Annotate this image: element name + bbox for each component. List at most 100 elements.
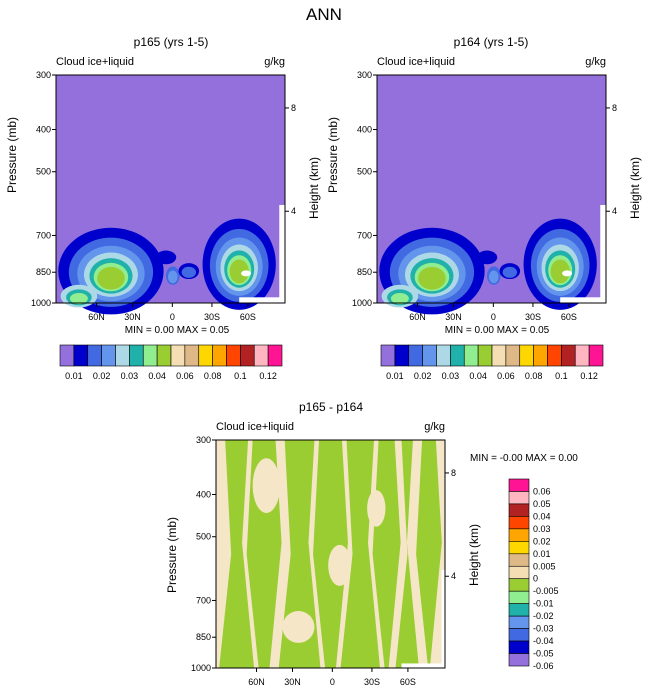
y-axis-right-label: Height (km) — [628, 157, 642, 219]
colorbar-box — [253, 344, 269, 367]
terrain-mask — [560, 297, 606, 303]
terrain-mask — [401, 663, 445, 668]
plot-frame — [376, 74, 607, 304]
colorbar-box — [508, 578, 530, 592]
y-right-tick-label: 8 — [612, 103, 617, 113]
contour-tropic-a — [155, 250, 177, 265]
left-subtitle: Cloud ice+liquid — [377, 56, 455, 68]
contour-tropic-a — [476, 250, 498, 265]
colorbar-label: 0.06 — [497, 371, 515, 381]
colorbar-label: 0.12 — [580, 371, 598, 381]
colorbar-label: 0.02 — [414, 371, 432, 381]
colorbar-label: -0.005 — [533, 586, 559, 596]
colorbar-label: 0.06 — [176, 371, 194, 381]
colorbar-label: 0.06 — [533, 486, 551, 496]
x-tick-label: 60S — [400, 677, 416, 687]
contour-sh-peak — [562, 270, 573, 277]
colorbar-label: -0.03 — [533, 624, 554, 634]
x-tick-label: 0 — [491, 312, 496, 322]
stats-label: MIN = 0.00 MAX = 0.05 — [445, 325, 550, 336]
y-tick-label: 400 — [196, 489, 211, 499]
contour-nh-surface — [69, 292, 88, 305]
colorbar-box — [491, 344, 507, 367]
y-right-tick-label: 8 — [451, 468, 456, 478]
contour-tropic-c — [502, 266, 518, 278]
y-right-tick-label: 4 — [612, 206, 617, 216]
y-tick-label: 500 — [36, 167, 51, 177]
colorbar-label: 0.08 — [525, 371, 543, 381]
colorbar-box — [240, 344, 255, 367]
y-tick-label: 700 — [357, 230, 372, 240]
colorbar-label: -0.05 — [533, 649, 554, 659]
y-tick-label: 700 — [36, 230, 51, 240]
colorbar-label: -0.06 — [533, 661, 554, 671]
colorbar-box — [463, 344, 479, 367]
colorbar-label: 0.03 — [533, 524, 551, 534]
colorbar-label: 0.02 — [533, 536, 551, 546]
colorbar-box — [508, 541, 530, 555]
y-tick-label: 300 — [196, 435, 211, 445]
plot-frame — [215, 439, 446, 669]
colorbar-box — [380, 344, 396, 367]
y-axis-label: Pressure (mb) — [5, 117, 19, 193]
colorbar-box — [508, 640, 530, 654]
colorbar-label: 0.03 — [121, 371, 139, 381]
colorbar-box — [519, 344, 534, 367]
panel-p165: p165 (yrs 1-5) Cloud ice+liquid g/kg Pre… — [5, 35, 321, 381]
y-tick-label: 850 — [357, 267, 372, 277]
contour-sh-max — [229, 259, 249, 284]
colorbar-box — [184, 344, 200, 367]
panel-difference: p165 - p164 Cloud ice+liquid g/kg Pressu… — [165, 400, 578, 687]
x-tick-label: 60S — [240, 312, 256, 322]
colorbar-box — [436, 344, 451, 367]
colorbar-box — [408, 344, 423, 367]
contour-positive-patch — [367, 490, 386, 527]
colorbar-box — [101, 344, 116, 367]
y-tick-label: 1000 — [191, 663, 211, 673]
units-label: g/kg — [264, 56, 285, 68]
terrain-mask — [600, 204, 606, 303]
colorbar-box — [450, 344, 465, 367]
colorbar-box — [508, 553, 530, 567]
colorbar-box — [547, 344, 562, 367]
colorbar-box — [87, 344, 102, 367]
y-right-tick-label: 4 — [291, 206, 296, 216]
colorbar-label: 0 — [533, 574, 538, 584]
y-tick-label: 300 — [36, 70, 51, 80]
figure-title: ANN — [306, 5, 342, 24]
colorbar-box — [588, 344, 604, 367]
x-tick-label: 30N — [445, 312, 462, 322]
colorbar-box — [508, 528, 530, 542]
colorbar-label: -0.04 — [533, 636, 554, 646]
y-tick-label: 1000 — [352, 298, 372, 308]
colorbar-label: 0.12 — [259, 371, 277, 381]
colorbar-box — [59, 344, 75, 367]
contour-tropic-b — [167, 270, 178, 284]
y-right-tick-label: 8 — [291, 103, 296, 113]
colorbar-box — [267, 344, 283, 367]
x-tick-label: 60S — [561, 312, 577, 322]
colorbar-box — [561, 344, 576, 367]
units-label: g/kg — [424, 421, 445, 433]
colorbar-box — [508, 503, 530, 517]
colorbar-label: 0.02 — [93, 371, 111, 381]
terrain-mask — [239, 297, 285, 303]
x-tick-label: 60N — [409, 312, 426, 322]
terrain-mask — [279, 204, 285, 303]
contour-negative-band — [395, 440, 419, 668]
x-tick-label: 30S — [364, 677, 380, 687]
y-tick-label: 300 — [357, 70, 372, 80]
colorbar-box — [142, 344, 158, 367]
x-tick-label: 30N — [124, 312, 141, 322]
colorbar-box — [198, 344, 213, 367]
stats-label: MIN = -0.00 MAX = 0.00 — [470, 453, 578, 464]
contour-positive-patch — [328, 544, 352, 586]
colorbar-label: -0.01 — [533, 599, 554, 609]
contour-tropic-c — [181, 266, 197, 278]
colorbar-box — [508, 478, 530, 492]
y-tick-label: 850 — [196, 632, 211, 642]
x-tick-label: 60N — [88, 312, 105, 322]
colorbar-label: -0.02 — [533, 611, 554, 621]
x-tick-label: 30S — [525, 312, 541, 322]
